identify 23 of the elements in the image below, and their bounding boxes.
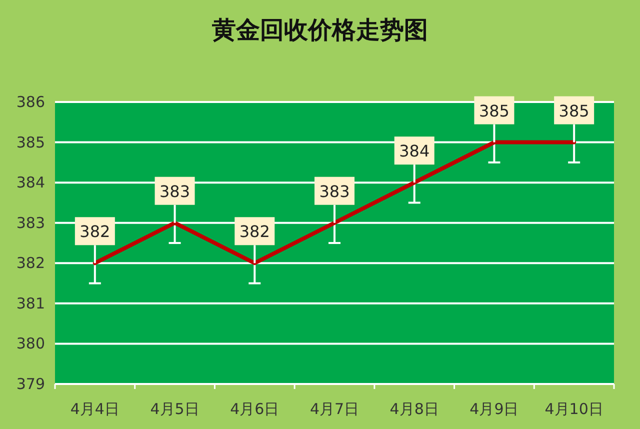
- data-label: 385: [478, 101, 510, 120]
- x-tick-label: 4月5日: [150, 400, 200, 418]
- x-tick-label: 4月8日: [390, 400, 439, 418]
- y-tick-label: 380: [16, 334, 45, 353]
- x-tick-label: 4月10日: [544, 400, 604, 418]
- y-tick-label: 381: [16, 294, 45, 312]
- y-tick-label: 379: [16, 375, 45, 393]
- y-tick-label: 384: [16, 174, 45, 192]
- data-label: 382: [239, 222, 270, 242]
- y-tick-label: 382: [16, 254, 45, 272]
- x-tick-label: 4月9日: [470, 400, 519, 418]
- data-label: 383: [160, 182, 190, 201]
- x-tick-label: 4月6日: [230, 400, 280, 418]
- x-tick-label: 4月4日: [70, 400, 120, 418]
- data-label: 385: [558, 101, 590, 120]
- chart-title: 黄金回收价格走势图: [211, 15, 428, 44]
- x-tick-label: 4月7日: [310, 400, 360, 418]
- data-label: 384: [399, 142, 430, 161]
- y-tick-label: 385: [16, 133, 45, 152]
- y-tick-label: 383: [16, 214, 45, 232]
- data-label: 382: [80, 222, 110, 242]
- data-label: 383: [319, 182, 350, 201]
- y-tick-label: 386: [16, 93, 45, 111]
